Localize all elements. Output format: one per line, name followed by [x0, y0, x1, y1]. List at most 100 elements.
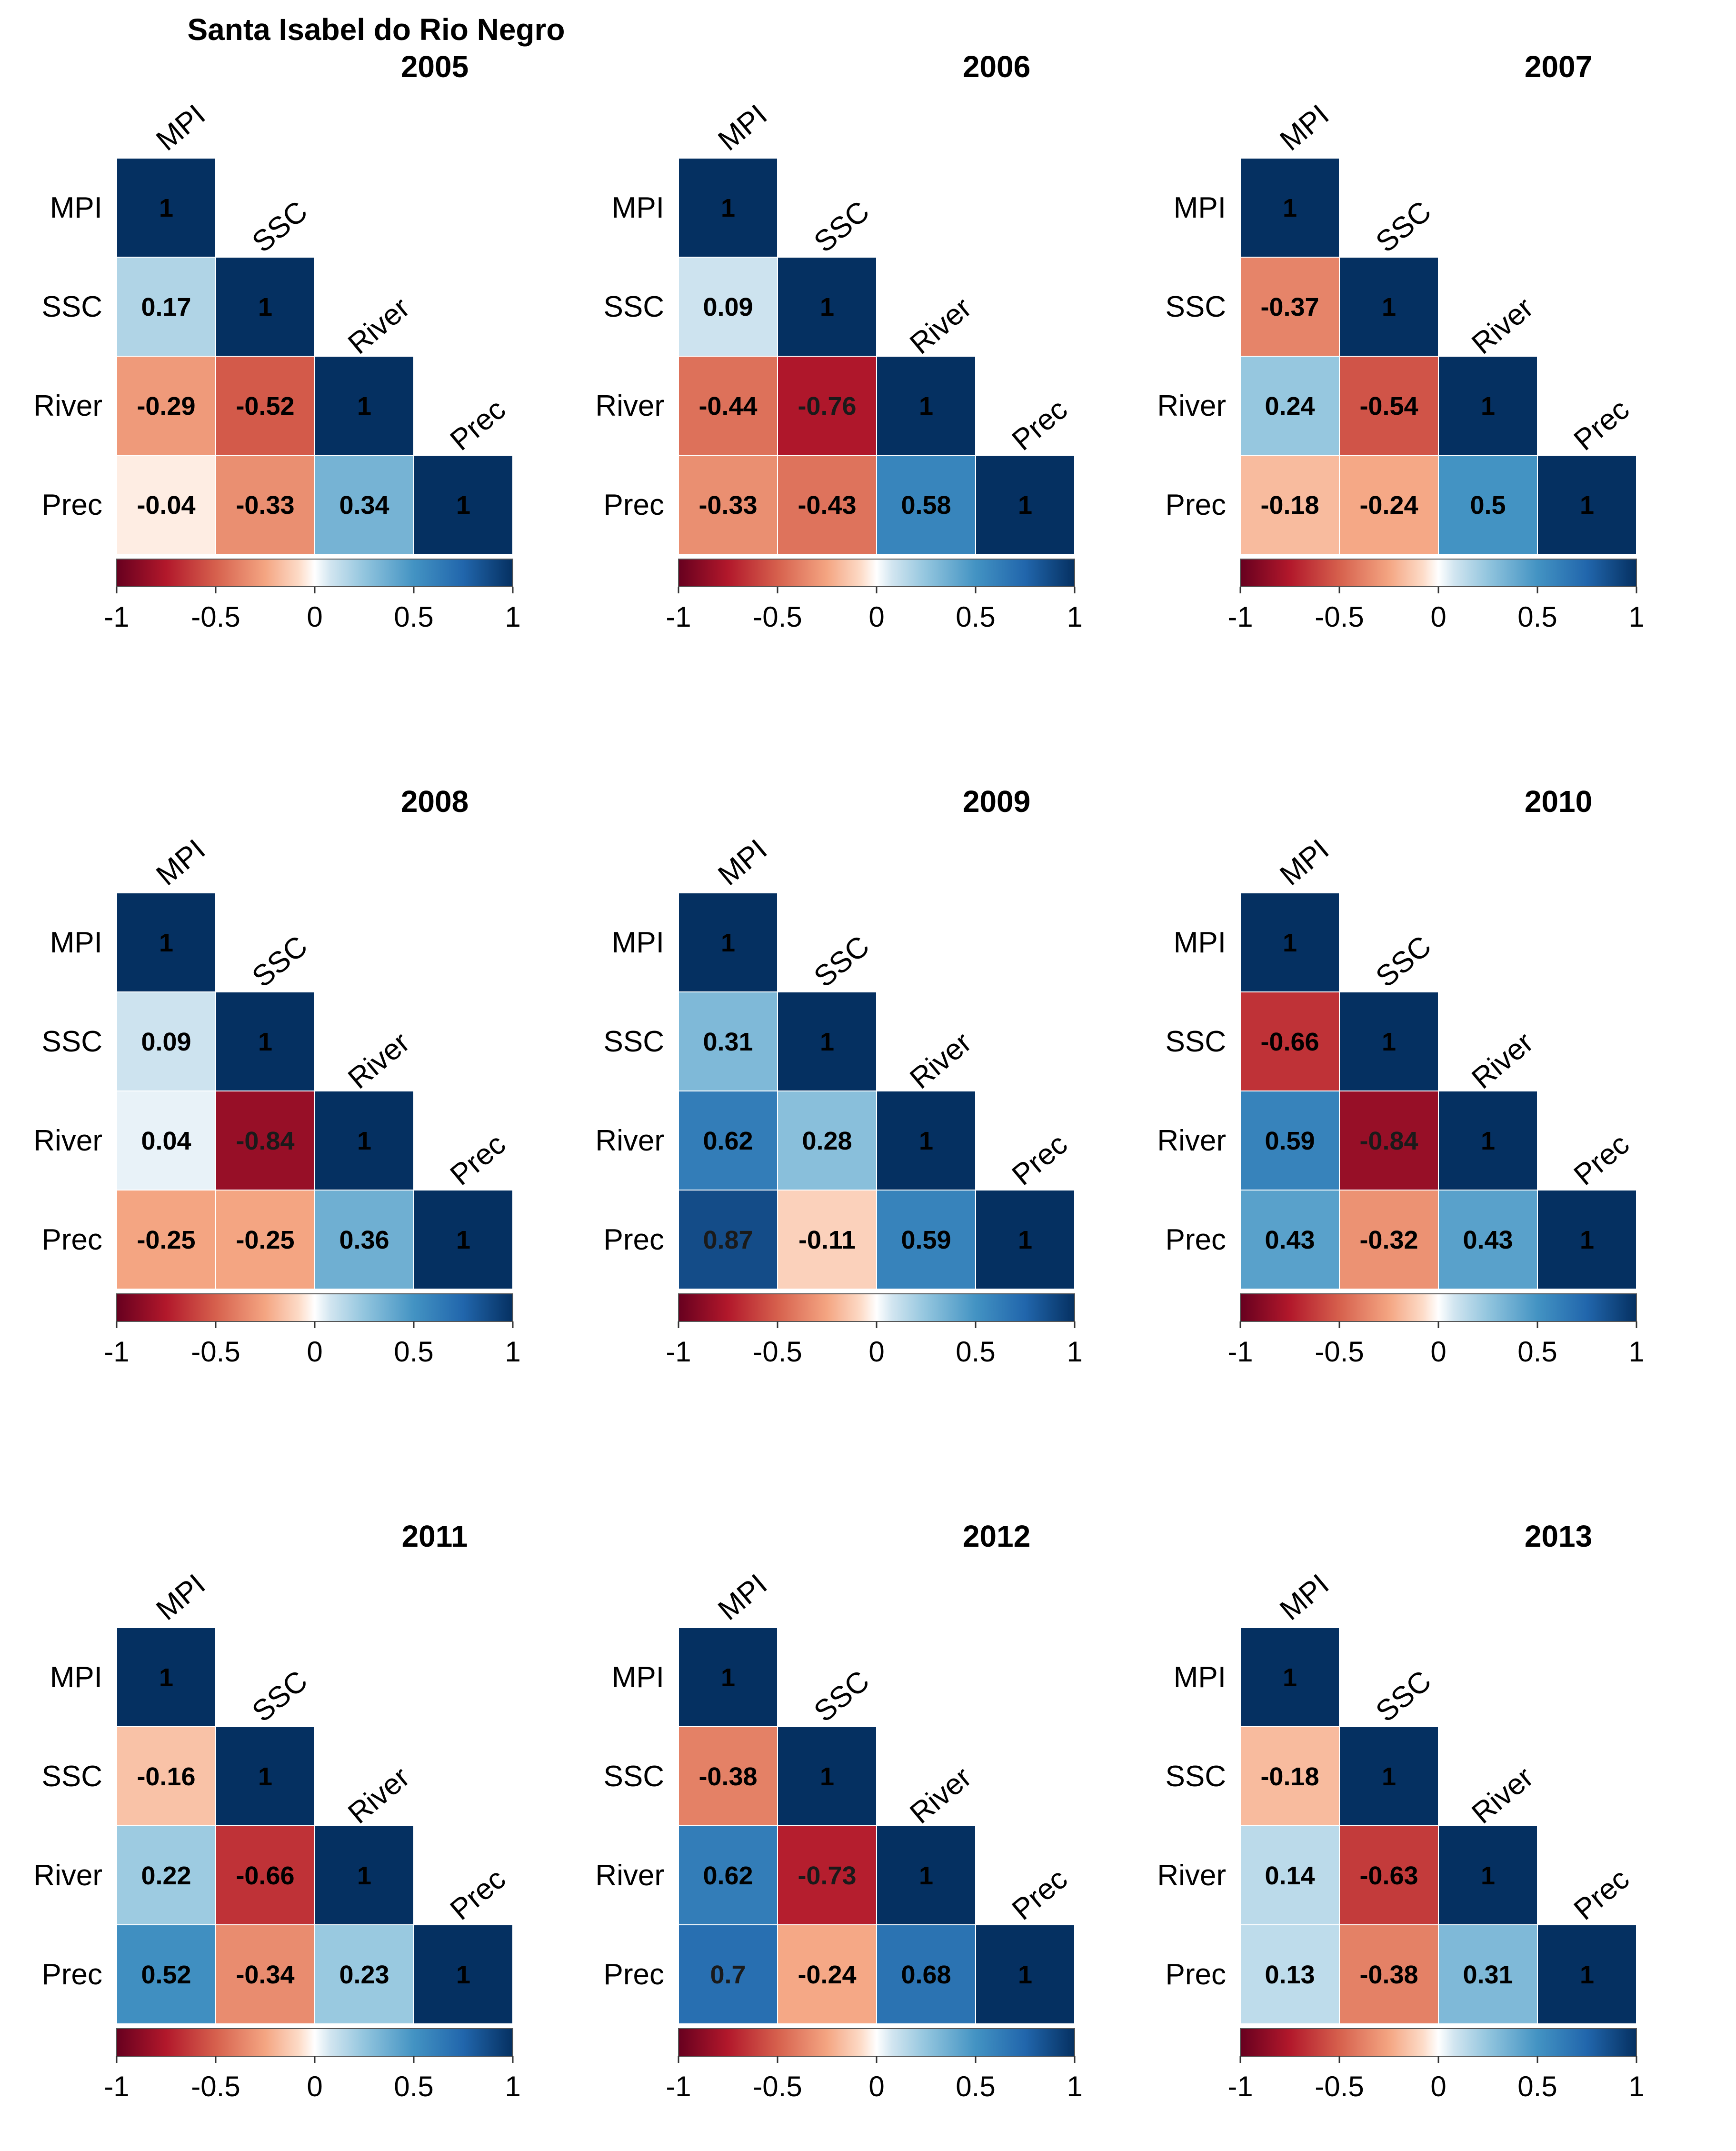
colorbar-tick-label: 1: [1628, 601, 1644, 633]
heatmap-cell: [1438, 1825, 1538, 1925]
heatmap-cell: [777, 257, 877, 357]
row-label-ssc: SSC: [42, 1025, 102, 1058]
column-label-ssc: SSC: [1370, 1664, 1437, 1729]
heatmap-cell: [1240, 1825, 1340, 1925]
colorbar: [678, 559, 1075, 587]
panels-grid: 2005 MPI MPI SSC SSC River River Prec Prec 1 0.17 1…: [33, 50, 1644, 2102]
heatmap-cell: [413, 1924, 513, 2024]
heatmap-cell: [777, 991, 877, 1091]
panel-title: 2006: [963, 50, 1030, 84]
cell-value-label: 0.62: [703, 1127, 753, 1155]
column-label-mpi: MPI: [1274, 98, 1335, 157]
colorbar-tick-label: 1: [505, 2071, 520, 2102]
cell-value-label: 1: [1580, 1226, 1594, 1254]
column-label-ssc: SSC: [808, 1664, 876, 1729]
cell-value-label: 0.23: [339, 1961, 389, 1989]
row-label-mpi: MPI: [50, 1661, 102, 1694]
cell-value-label: 0.52: [141, 1961, 191, 1989]
colorbar-tick-label: 1: [1628, 1336, 1644, 1368]
cell-value-label: -0.54: [1359, 392, 1418, 420]
heatmap-cell: [1240, 991, 1340, 1091]
colorbar-tick-label: -1: [104, 601, 129, 633]
cell-value-label: 1: [258, 293, 272, 321]
heatmap-cell: [1240, 455, 1340, 555]
heatmap-cell: [876, 1091, 976, 1191]
colorbar-tick-label: 0: [1430, 2071, 1446, 2102]
row-label-prec: Prec: [604, 1223, 664, 1256]
colorbar-tick-label: 0.5: [394, 601, 433, 633]
cell-value-label: -0.04: [137, 491, 195, 520]
row-label-ssc: SSC: [1166, 290, 1226, 323]
column-label-ssc: SSC: [1370, 930, 1437, 994]
cell-value-label: 1: [919, 1861, 933, 1890]
column-label-prec: Prec: [1006, 1862, 1074, 1927]
heatmap-cell: [215, 1726, 315, 1826]
heatmap-cell: [876, 455, 976, 555]
heatmap-cell: [975, 455, 1075, 555]
cell-value-label: 1: [820, 293, 834, 321]
colorbar-tick-label: 0: [307, 1336, 322, 1368]
colorbar-tick-label: 0.5: [956, 601, 995, 633]
heatmap-cell: [975, 1190, 1075, 1290]
cell-value-label: -0.32: [1359, 1226, 1418, 1254]
heatmap-cell: [116, 1924, 216, 2024]
row-label-ssc: SSC: [1166, 1760, 1226, 1793]
heatmap-cell: [116, 1627, 216, 1727]
colorbar-tick-label: -0.5: [1315, 601, 1364, 633]
heatmap-cell: [1240, 356, 1340, 456]
cell-value-label: 0.22: [141, 1861, 191, 1890]
cell-value-label: 1: [1018, 1226, 1032, 1254]
colorbar-tick-label: -1: [1227, 601, 1253, 633]
cell-value-label: 0.43: [1265, 1226, 1315, 1254]
row-label-ssc: SSC: [604, 1760, 664, 1793]
column-label-prec: Prec: [1568, 393, 1636, 457]
panel-2012: 2012 MPI MPI SSC SSC River River Prec Prec 1 -0.38…: [595, 1519, 1082, 2102]
cell-value-label: 1: [820, 1762, 834, 1791]
colorbar-tick-label: 0.5: [1517, 1336, 1557, 1368]
heatmap-cell: [116, 356, 216, 456]
heatmap-cell: [678, 1190, 778, 1290]
column-label-mpi: MPI: [712, 98, 773, 157]
column-label-mpi: MPI: [150, 98, 211, 157]
cell-value-label: 1: [159, 929, 173, 957]
cell-value-label: -0.33: [236, 491, 294, 520]
heatmap-cell: [1438, 455, 1538, 555]
heatmap-cell: [777, 356, 877, 456]
colorbar-tick-label: -1: [1227, 1336, 1253, 1368]
cell-value-label: -0.11: [798, 1226, 856, 1254]
cell-value-label: -0.38: [698, 1762, 757, 1791]
colorbar: [116, 2028, 513, 2057]
panel-2011: 2011 MPI MPI SSC SSC River River Prec Prec 1 -0.16…: [33, 1519, 520, 2102]
cell-value-label: -0.76: [798, 392, 856, 420]
cell-value-label: -0.25: [137, 1226, 195, 1254]
heatmap-cell: [876, 1190, 976, 1290]
row-label-mpi: MPI: [50, 191, 102, 224]
heatmap-cell: [413, 1190, 513, 1290]
cell-value-label: 1: [258, 1028, 272, 1056]
column-label-ssc: SSC: [246, 195, 314, 259]
cell-value-label: -0.52: [236, 392, 294, 420]
heatmap-cell: [678, 991, 778, 1091]
column-label-ssc: SSC: [1370, 195, 1437, 259]
cell-value-label: 0.14: [1265, 1861, 1315, 1890]
heatmap-cell: [215, 1091, 315, 1191]
row-label-ssc: SSC: [42, 290, 102, 323]
panel-title: 2007: [1525, 50, 1592, 84]
row-label-prec: Prec: [1166, 1958, 1226, 1991]
panel-title: 2010: [1525, 784, 1592, 819]
heatmap-cell: [1240, 1924, 1340, 2024]
heatmap-cell: [1339, 1924, 1439, 2024]
cell-value-label: 0.36: [339, 1226, 389, 1254]
cell-value-label: 0.68: [901, 1961, 951, 1989]
colorbar-tick-label: -1: [666, 601, 691, 633]
row-label-prec: Prec: [604, 489, 664, 521]
cell-value-label: 1: [1018, 491, 1032, 520]
heatmap-cell: [314, 1924, 414, 2024]
panel-2010: 2010 MPI MPI SSC SSC River River Prec Prec 1 -0.66…: [1157, 784, 1644, 1368]
cell-value-label: 1: [1283, 929, 1297, 957]
cell-value-label: -0.84: [236, 1127, 294, 1155]
cell-value-label: -0.38: [1359, 1961, 1418, 1989]
colorbar: [1240, 1293, 1637, 1322]
cell-value-label: 1: [1382, 1028, 1396, 1056]
row-label-prec: Prec: [42, 489, 102, 521]
